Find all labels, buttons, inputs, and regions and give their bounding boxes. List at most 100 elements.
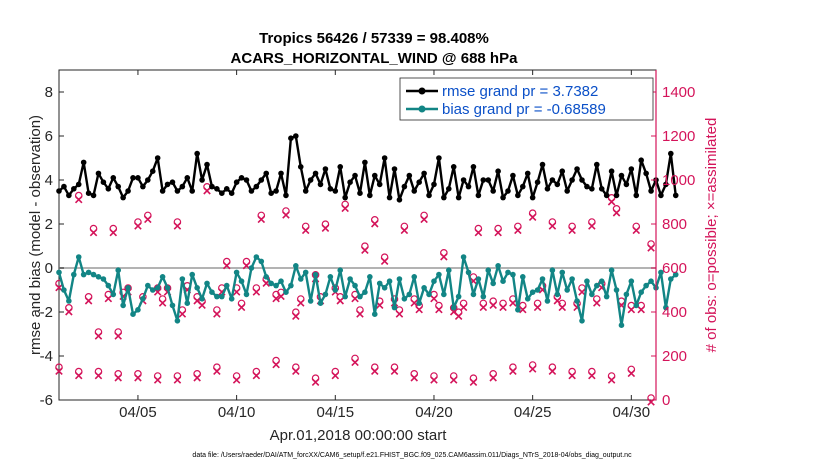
obs-assimilated-marker: [607, 376, 616, 384]
obs-assimilated-marker: [459, 303, 468, 312]
y-left-tick-label: 8: [45, 84, 53, 101]
bias-point: [465, 269, 472, 276]
rmse-point: [450, 164, 457, 170]
bias-point: [529, 289, 536, 296]
obs-assimilated-marker: [104, 294, 113, 303]
obs-assimilated-marker: [257, 215, 266, 224]
bias-point: [455, 293, 462, 300]
obs-assimilated-marker: [351, 358, 359, 367]
y-left-tick-label: 0: [45, 260, 53, 277]
bias-point: [663, 304, 669, 311]
bias-point: [332, 287, 339, 293]
bias-point: [648, 278, 654, 285]
obs-assimilated-marker: [627, 305, 636, 314]
y-right-tick-label: 1000: [662, 172, 695, 189]
rmse-point: [505, 188, 511, 194]
obs-assimilated-marker: [134, 222, 142, 230]
obs-assimilated-marker: [371, 220, 379, 228]
rmse-point: [238, 175, 245, 181]
rmse-point: [199, 177, 205, 183]
bias-point: [371, 311, 378, 318]
rmse-point: [401, 183, 408, 190]
rmse-point: [268, 190, 274, 196]
obs-assimilated-marker: [519, 305, 527, 314]
rmse-point: [85, 190, 92, 196]
x-tick-label: 04/30: [613, 404, 651, 421]
obs-assimilated-marker: [242, 261, 251, 270]
rmse-point: [371, 172, 378, 179]
obs-assimilated-marker: [499, 303, 507, 312]
legend-rmse-label: rmse grand pr = 3.7382: [442, 83, 598, 100]
bias-point: [140, 296, 146, 302]
y-left-tick-label: 6: [45, 128, 53, 145]
bias-point: [164, 285, 171, 291]
rmse-point: [302, 188, 309, 194]
bias-point: [519, 274, 526, 280]
obs-assimilated-marker: [449, 376, 458, 384]
legend-rmse-marker: [418, 87, 426, 95]
bias-point: [396, 276, 403, 282]
rmse-point: [297, 164, 304, 170]
rmse-point: [465, 183, 472, 190]
bias-point: [273, 282, 279, 289]
y-right-tick-label: 1400: [662, 84, 695, 101]
obs-assimilated-marker: [55, 367, 63, 375]
obs-assimilated-marker: [489, 301, 497, 309]
bias-point: [85, 269, 92, 276]
rmse-point: [411, 188, 418, 194]
bias-point: [544, 298, 551, 304]
rmse-point: [455, 194, 462, 201]
rmse-point: [145, 177, 151, 183]
bias-point: [105, 282, 112, 289]
y-left-tick-label: -6: [40, 392, 53, 409]
rmse-point: [273, 188, 279, 194]
bias-point: [436, 271, 442, 278]
rmse-point: [110, 175, 117, 181]
bias-point: [623, 291, 630, 298]
obs-assimilated-marker: [489, 374, 497, 382]
bias-point: [539, 276, 546, 282]
bias-point: [441, 291, 447, 298]
obs-assimilated-marker: [588, 222, 596, 230]
rmse-point: [658, 192, 664, 199]
rmse-point: [352, 172, 358, 179]
rmse-point: [75, 181, 82, 188]
bias-point: [293, 263, 299, 269]
rmse-point: [475, 192, 482, 199]
bias-point: [628, 278, 635, 285]
rmse-point: [544, 186, 551, 192]
rmse-point: [376, 181, 383, 188]
obs-assimilated-marker: [548, 367, 557, 375]
obs-assimilated-marker: [321, 224, 330, 232]
obs-assimilated-marker: [252, 288, 261, 296]
bias-point: [658, 269, 664, 276]
obs-assimilated-marker: [198, 301, 206, 309]
bias-point: [263, 274, 270, 280]
rmse-point: [115, 183, 122, 190]
rmse-point: [332, 188, 339, 194]
rmse-point: [549, 177, 556, 183]
obs-assimilated-marker: [89, 228, 98, 237]
obs-assimilated-marker: [232, 376, 241, 384]
obs-assimilated-marker: [301, 226, 310, 235]
bias-point: [391, 304, 398, 311]
bias-point: [589, 291, 595, 298]
rmse-point: [149, 168, 156, 174]
obs-assimilated-marker: [292, 367, 300, 375]
bias-point: [154, 285, 161, 291]
data-file-footnote: data file: /Users/raeder/DAI/ATM_forcXX/…: [192, 452, 632, 459]
obs-assimilated-marker: [292, 312, 300, 320]
rmse-point: [90, 192, 97, 199]
obs-assimilated-marker: [173, 376, 182, 384]
obs-assimilated-marker: [474, 228, 483, 237]
rmse-point: [598, 186, 605, 192]
obs-assimilated-marker: [509, 367, 517, 375]
rmse-point: [618, 172, 625, 179]
bias-point: [149, 287, 156, 293]
bias-point: [75, 254, 82, 260]
rmse-point: [248, 188, 255, 194]
rmse-point: [559, 168, 566, 174]
rmse-point: [426, 192, 432, 199]
bias-point: [125, 285, 131, 291]
